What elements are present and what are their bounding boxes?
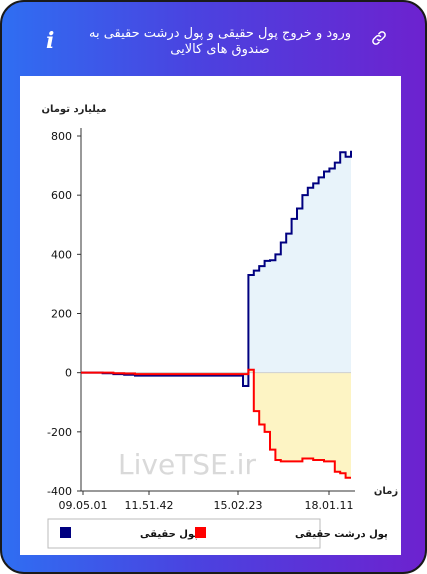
x-tick-label: 18.01.11 bbox=[305, 499, 354, 512]
card-header: i ورود و خروج پول حقیقی و پول درشت حقیقی… bbox=[2, 2, 425, 76]
legend-swatch-2 bbox=[195, 527, 206, 538]
y-tick-label: 800 bbox=[51, 130, 72, 143]
x-axis-title: زمان bbox=[374, 486, 398, 497]
series-line-1 bbox=[81, 150, 352, 387]
legend-label-1: پول حقیقی bbox=[140, 529, 198, 540]
series-area-1 bbox=[81, 150, 351, 386]
x-axis-ticks: 09.05.01 11.51.42 15.02.23 18.01.11 bbox=[59, 491, 354, 512]
chart-title: ورود و خروج پول حقیقی و پول درشت حقیقی ب… bbox=[88, 26, 351, 57]
legend-label-2: پول درشت حقیقی bbox=[295, 529, 388, 540]
y-tick-label: -400 bbox=[47, 485, 72, 498]
chart-svg: -400 -200 0 200 400 600 800 09.05.01 11.51.42 15… bbox=[41, 104, 398, 549]
chart-panel: -400 -200 0 200 400 600 800 09.05.01 11.51.42 15… bbox=[20, 76, 401, 555]
series-lines bbox=[81, 150, 352, 479]
legend: پول حقیقی پول درشت حقیقی bbox=[60, 527, 388, 540]
legend-swatch-1 bbox=[60, 527, 71, 538]
y-axis-ticks: -400 -200 0 200 400 600 800 bbox=[47, 130, 81, 498]
series-areas bbox=[81, 150, 351, 478]
y-tick-label: 200 bbox=[51, 308, 72, 321]
legend-box bbox=[47, 518, 321, 549]
y-tick-label: 0 bbox=[65, 367, 72, 380]
x-tick-label: 15.02.23 bbox=[214, 499, 263, 512]
series-line-2 bbox=[81, 368, 351, 479]
y-tick-label: -200 bbox=[47, 426, 72, 439]
y-axis-title: میلیارد تومان bbox=[41, 104, 106, 115]
x-tick-label: 11.51.42 bbox=[125, 499, 174, 512]
y-tick-label: 400 bbox=[51, 248, 72, 261]
watermark: LiveTSE.ir bbox=[118, 448, 256, 481]
info-icon[interactable]: i bbox=[46, 28, 55, 54]
link-icon[interactable] bbox=[370, 29, 388, 47]
y-tick-label: 600 bbox=[51, 189, 72, 202]
x-tick-label: 09.05.01 bbox=[59, 499, 108, 512]
series-area-2 bbox=[81, 369, 351, 478]
